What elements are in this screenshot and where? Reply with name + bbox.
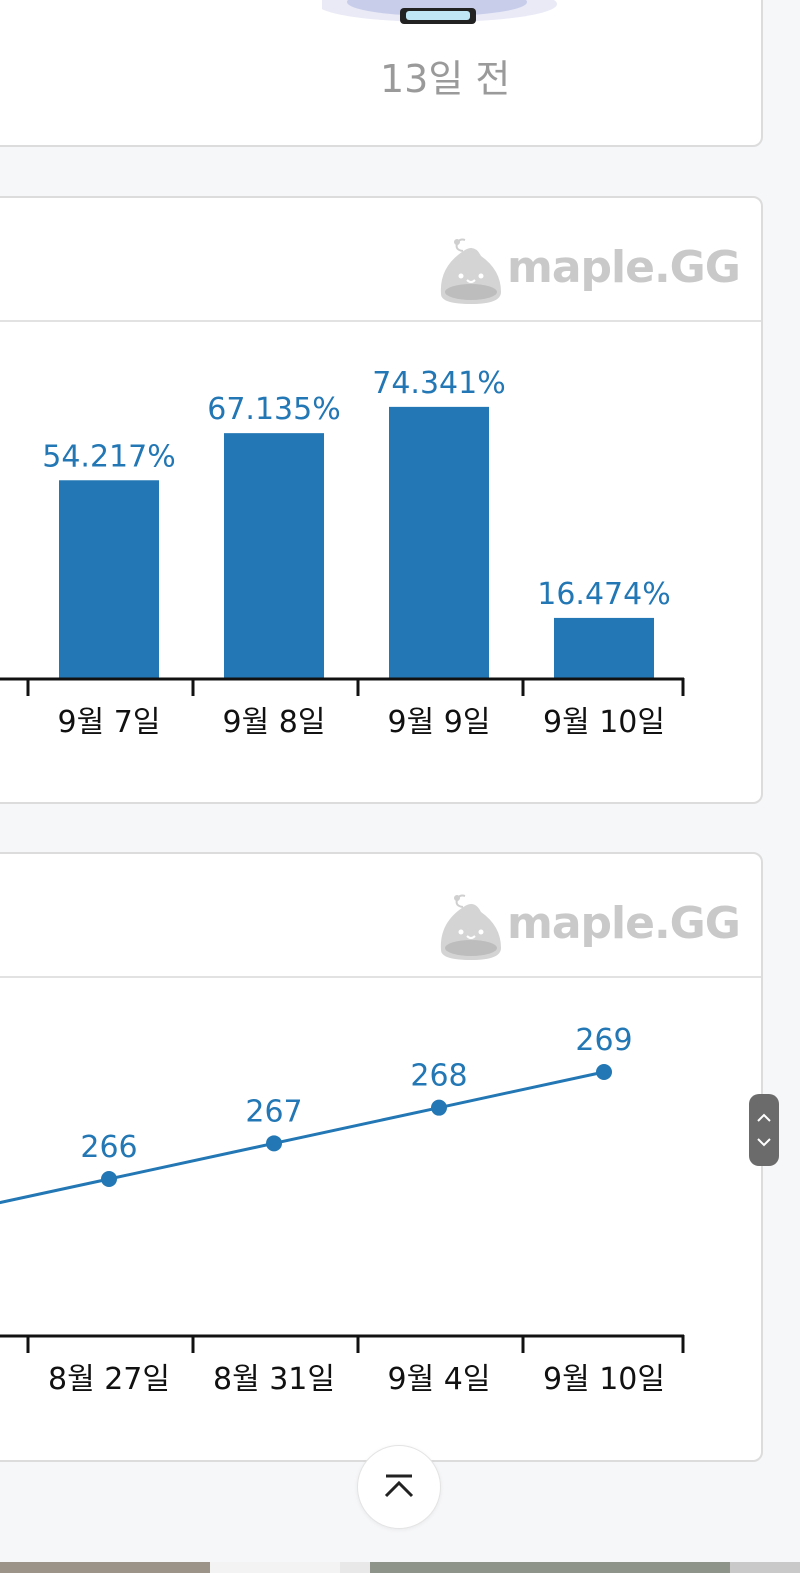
bar-value-label: 67.135%	[207, 392, 340, 427]
line-series: 266 267 268 269	[0, 1023, 633, 1205]
scroll-down-icon[interactable]	[757, 1138, 771, 1147]
maple-gg-logo-text: maple.GG	[507, 242, 741, 293]
bar	[554, 617, 654, 678]
scroll-up-icon[interactable]	[757, 1113, 771, 1122]
maple-gg-logo: maple.GG	[435, 892, 741, 962]
x-tick-label: 9월 10일	[543, 1362, 665, 1397]
scroll-to-top-button[interactable]	[357, 1445, 441, 1529]
data-point	[266, 1135, 282, 1152]
slime-mascot-icon	[440, 238, 501, 304]
maple-gg-logo-text: maple.GG	[507, 898, 741, 949]
data-point	[101, 1171, 117, 1187]
x-tick-label: 8월 27일	[48, 1362, 170, 1397]
x-tick-label: 9월 10일	[543, 705, 665, 740]
point-value-label: 268	[410, 1059, 467, 1094]
card-header: maple.GG	[0, 854, 761, 978]
card-header: maple.GG	[0, 198, 761, 322]
line-chart: 266 267 268 269 8월 27일 8월 31일 9월 4일 9월 10일	[0, 1023, 685, 1397]
data-point	[431, 1099, 447, 1116]
x-tick-label: 9월 8일	[223, 705, 326, 740]
point-value-label: 269	[575, 1023, 632, 1058]
bar-value-label: 74.341%	[372, 366, 505, 401]
scroll-control[interactable]	[749, 1094, 779, 1166]
bar	[389, 406, 489, 678]
bar-value-label: 54.217%	[42, 439, 175, 474]
bottom-image-strip	[0, 1562, 800, 1573]
point-value-label: 266	[80, 1130, 137, 1165]
line-chart-card: maple.GG 266 267 268 269 8월 27일 8월 31일 9월 4일 9월…	[0, 852, 763, 1462]
bar-chart: 54.217% 67.135% 74.341% 16.474% 9월 7일 9월 8일 9월…	[0, 366, 685, 740]
x-tick-label: 9월 4일	[388, 1362, 491, 1397]
x-tick-label: 8월 31일	[213, 1362, 335, 1397]
slime-mascot-icon	[440, 894, 501, 960]
data-point	[596, 1063, 612, 1080]
character-card: 13일 전	[0, 0, 763, 147]
character-sprite-image	[322, 0, 557, 24]
x-tick-label: 9월 7일	[58, 705, 161, 740]
chevron-up-icon	[384, 1474, 414, 1498]
bar-chart-card: maple.GG 54.217% 67.135% 74.341% 16.474% 9월 …	[0, 196, 763, 804]
point-value-label: 267	[245, 1094, 302, 1129]
bar	[59, 480, 159, 678]
bar-series: 54.217% 67.135% 74.341% 16.474%	[42, 366, 671, 678]
bar-value-label: 16.474%	[537, 577, 670, 612]
time-ago-label: 13일 전	[380, 57, 511, 101]
bar	[224, 433, 324, 678]
maple-gg-logo: maple.GG	[435, 236, 741, 306]
x-tick-label: 9월 9일	[388, 705, 491, 740]
